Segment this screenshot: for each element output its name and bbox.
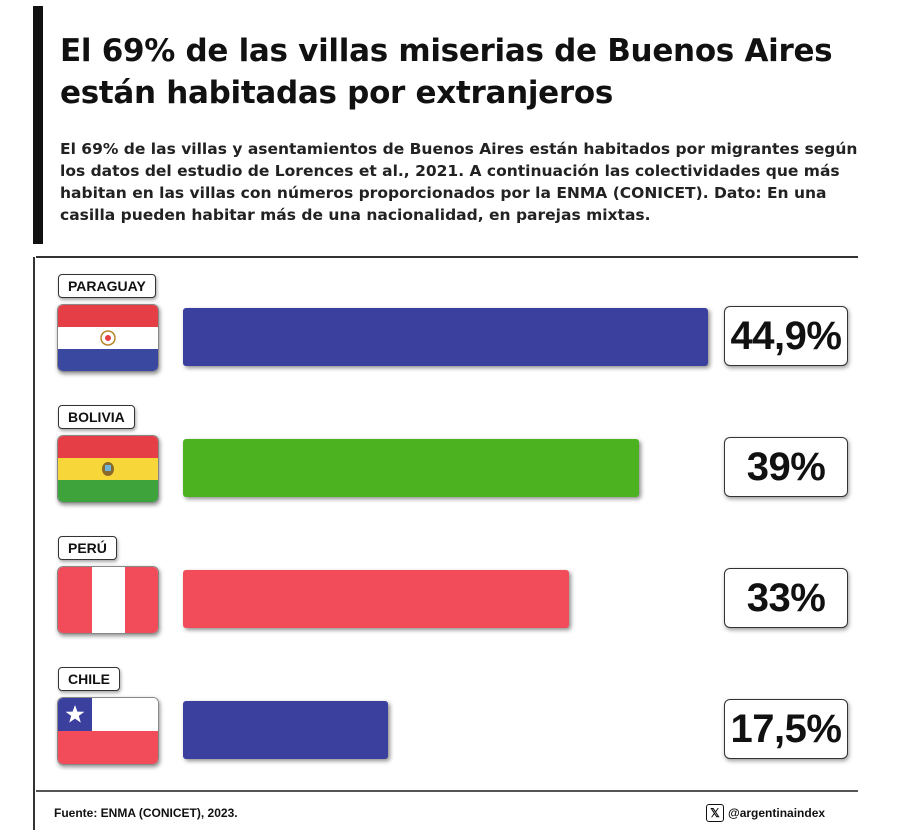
peru-flag-icon bbox=[57, 566, 159, 634]
data-label: 33% bbox=[724, 568, 848, 628]
left-axis-line bbox=[33, 257, 35, 830]
bar-row: BOLIVIA 39% bbox=[0, 405, 900, 525]
bar-track bbox=[183, 308, 709, 366]
handle-text: @argentinaindex bbox=[728, 806, 826, 820]
bar bbox=[183, 439, 639, 497]
bar-row: PARAGUAY 44,9% bbox=[0, 274, 900, 394]
bar-track bbox=[183, 701, 709, 759]
chart-subtitle: El 69% de las villas y asentamientos de … bbox=[60, 140, 858, 224]
paraguay-flag-icon bbox=[57, 304, 159, 372]
source-note: Fuente: ENMA (CONICET), 2023. bbox=[54, 806, 238, 820]
x-logo-icon: 𝕏 bbox=[706, 804, 724, 822]
bar bbox=[183, 308, 708, 366]
data-label: 17,5% bbox=[724, 699, 848, 759]
data-label: 44,9% bbox=[724, 306, 848, 366]
category-label: CHILE bbox=[58, 667, 120, 691]
top-divider bbox=[36, 256, 858, 258]
bottom-divider bbox=[36, 790, 858, 792]
category-label: PARAGUAY bbox=[58, 274, 156, 298]
category-label: BOLIVIA bbox=[58, 405, 135, 429]
data-label: 39% bbox=[724, 437, 848, 497]
bar-track bbox=[183, 439, 709, 497]
bar bbox=[183, 570, 569, 628]
bar-track bbox=[183, 570, 709, 628]
bar-row: CHILE 17,5% bbox=[0, 667, 900, 787]
social-handle[interactable]: 𝕏 @argentinaindex bbox=[706, 804, 825, 822]
title-accent-bar bbox=[33, 6, 43, 244]
category-label: PERÚ bbox=[58, 536, 117, 560]
chart-title: El 69% de las villas miserias de Buenos … bbox=[60, 33, 833, 111]
chile-flag-icon bbox=[57, 697, 159, 765]
bar-row: PERÚ 33% bbox=[0, 536, 900, 656]
bar bbox=[183, 701, 388, 759]
bolivia-flag-icon bbox=[57, 435, 159, 503]
